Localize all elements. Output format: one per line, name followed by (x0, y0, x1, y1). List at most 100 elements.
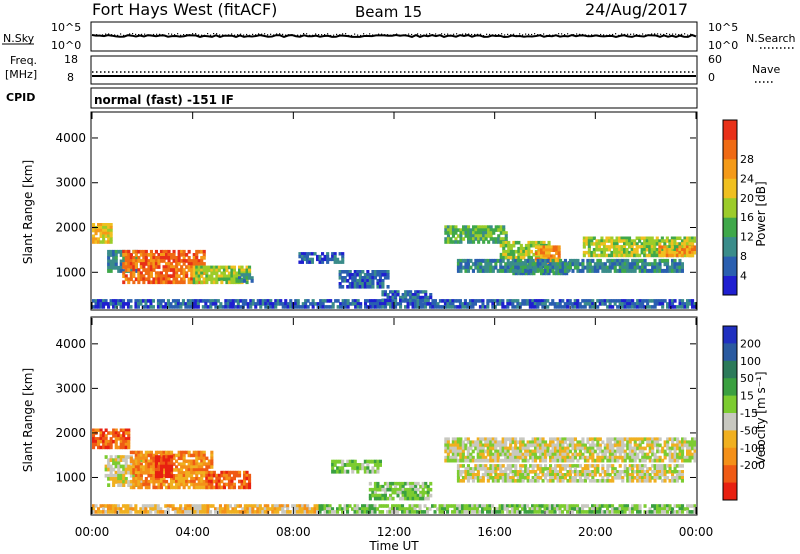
data-cell (419, 305, 423, 309)
data-cell (195, 268, 199, 273)
data-cell (556, 302, 560, 306)
data-cell (571, 262, 575, 267)
data-cell (129, 262, 133, 266)
data-cell (484, 467, 488, 471)
data-cell (693, 446, 696, 451)
data-cell (650, 239, 654, 243)
data-cell (107, 305, 111, 309)
data-cell (106, 504, 110, 508)
data-cell (157, 253, 161, 257)
data-cell (240, 279, 244, 283)
nsearch-dot (117, 34, 119, 36)
data-cell (678, 245, 682, 249)
data-cell (653, 464, 657, 468)
data-cell (114, 302, 118, 306)
data-cell (581, 452, 585, 457)
data-cell (541, 473, 545, 477)
data-cell (618, 437, 622, 442)
data-cell (521, 470, 525, 474)
data-cell (633, 265, 637, 270)
data-cell (376, 481, 380, 486)
data-cell (693, 452, 696, 457)
data-cell (668, 253, 672, 258)
data-cell (658, 449, 662, 454)
data-cell (558, 510, 562, 514)
data-cell (643, 464, 647, 468)
data-cell (308, 507, 312, 511)
data-cell (333, 254, 337, 259)
data-cell (129, 274, 133, 278)
data-cell (303, 510, 307, 514)
data-cell (170, 482, 174, 487)
data-cell (590, 253, 594, 258)
data-cell (559, 446, 563, 451)
data-cell (161, 299, 165, 303)
data-cell (167, 482, 171, 487)
data-cell (157, 274, 161, 278)
data-cell (481, 437, 485, 442)
data-cell (109, 477, 113, 481)
data-cell (658, 470, 662, 474)
data-cell (598, 449, 602, 454)
data-cell (191, 299, 195, 303)
data-cell (160, 458, 164, 463)
data-cell (298, 254, 302, 259)
data-cell (446, 225, 450, 229)
nsearch-dot (495, 34, 497, 36)
data-cell (192, 471, 196, 475)
data-cell (521, 437, 525, 442)
data-cell (601, 440, 605, 445)
data-cell (391, 504, 395, 508)
data-cell (499, 243, 503, 248)
data-cell (363, 459, 367, 464)
data-cell (576, 302, 580, 306)
data-cell (511, 449, 515, 454)
data-cell (366, 285, 370, 289)
data-cell (212, 473, 216, 478)
data-cell (227, 280, 231, 285)
data-cell (621, 479, 625, 483)
data-cell (453, 305, 457, 309)
data-cell (313, 510, 317, 514)
data-cell (122, 431, 126, 435)
data-cell (197, 485, 201, 490)
data-cell (401, 487, 405, 492)
colorbar-tick-label: 12 (740, 231, 754, 244)
data-cell (506, 305, 510, 309)
data-cell (464, 467, 468, 471)
data-cell (383, 270, 387, 274)
data-cell (556, 455, 560, 460)
data-cell (544, 446, 548, 451)
data-cell (529, 240, 533, 245)
data-cell (516, 504, 520, 508)
data-cell (603, 449, 607, 454)
colorbar-swatch (723, 236, 737, 257)
data-cell (326, 507, 330, 511)
data-cell (509, 268, 513, 273)
data-cell (631, 467, 635, 471)
nsearch-dot (180, 34, 182, 36)
data-patch (331, 459, 382, 474)
data-cell (461, 455, 465, 460)
data-cell (456, 446, 460, 451)
data-cell (243, 476, 247, 481)
data-cell (443, 507, 447, 511)
data-cell (232, 473, 236, 478)
data-cell (504, 467, 508, 471)
data-cell (102, 431, 106, 435)
data-cell (205, 456, 209, 461)
data-cell (578, 440, 582, 445)
data-cell (471, 504, 475, 508)
data-cell (446, 302, 450, 306)
data-cell (235, 279, 239, 283)
data-cell (539, 464, 543, 468)
data-cell (239, 305, 243, 309)
data-cell (102, 507, 106, 511)
data-cell (263, 507, 267, 511)
data-cell (504, 452, 508, 457)
data-cell (566, 449, 570, 454)
data-cell (618, 464, 622, 468)
data-cell (678, 258, 682, 263)
data-cell (504, 473, 508, 477)
data-cell (421, 490, 425, 495)
